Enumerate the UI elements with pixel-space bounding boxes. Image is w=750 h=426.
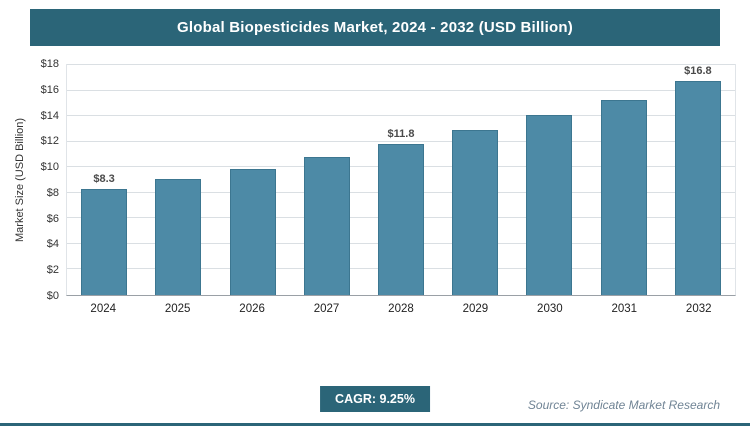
bar-column xyxy=(290,65,364,295)
chart-footer: CAGR: 9.25% Source: Syndicate Market Res… xyxy=(0,386,750,412)
bar-column xyxy=(512,65,586,295)
x-tick-label: 2026 xyxy=(239,303,265,315)
bar-column: $8.3 xyxy=(67,65,141,295)
gridline xyxy=(67,115,735,117)
bar-column xyxy=(438,65,512,295)
bar-column xyxy=(215,65,289,295)
chart-page: Global Biopesticides Market, 2024 - 2032… xyxy=(0,9,750,426)
y-tick-label: $12 xyxy=(40,135,59,148)
bar-column xyxy=(141,65,215,295)
bar-column xyxy=(587,65,661,295)
plot-region: $8.3 $11.8 $16.8 xyxy=(66,64,736,296)
bar-value-label: $16.8 xyxy=(684,65,712,77)
cagr-badge: CAGR: 9.25% xyxy=(320,386,430,412)
bar-column: $16.8 xyxy=(661,65,735,295)
bar-value-label: $11.8 xyxy=(387,128,415,141)
bar-column: $11.8 xyxy=(364,65,438,295)
bar-value-label: $8.3 xyxy=(93,172,115,185)
x-tick-label: 2032 xyxy=(685,303,712,315)
y-tick-label: $10 xyxy=(40,161,59,174)
y-tick-label: $4 xyxy=(46,238,59,251)
bar-2029 xyxy=(452,130,499,295)
x-tick-label: 2028 xyxy=(388,303,414,315)
y-tick-label: $0 xyxy=(46,290,59,302)
x-axis-labels: 2024 2025 2026 2027 2028 2029 2030 2031 2032 xyxy=(66,303,736,315)
x-tick-label: 2029 xyxy=(462,303,489,315)
bar-2030 xyxy=(526,114,573,295)
y-axis-ticks: $0 $2 $4 $6 $8 $10 $12 $14 $16 $18 xyxy=(30,58,66,302)
x-tick-label: 2027 xyxy=(313,303,340,315)
y-tick-label: $2 xyxy=(46,264,59,277)
chart-area: Market Size (USD Billion) $0 $2 $4 $6 $8 $10 $… xyxy=(10,58,736,315)
chart-title: Global Biopesticides Market, 2024 - 2032… xyxy=(177,19,573,36)
y-tick-label: $14 xyxy=(40,109,59,122)
y-tick-label: $16 xyxy=(40,83,59,96)
source-attribution: Source: Syndicate Market Research xyxy=(527,398,720,412)
plot-column: $8.3 $11.8 $16.8 2024 2025 2026 2027 2028 2029 2… xyxy=(66,64,736,315)
x-tick-label: 2025 xyxy=(164,303,191,315)
x-tick-label: 2024 xyxy=(90,303,117,315)
bar-2028 xyxy=(377,144,424,295)
gridline xyxy=(67,140,735,142)
bars-row: $8.3 $11.8 $16.8 xyxy=(67,65,735,295)
y-axis-label: Market Size (USD Billion) xyxy=(14,117,26,243)
y-tick-label: $6 xyxy=(46,212,59,225)
bar-2031 xyxy=(600,99,647,295)
x-tick-label: 2030 xyxy=(537,303,563,315)
gridline xyxy=(67,89,735,91)
chart-title-bar: Global Biopesticides Market, 2024 - 2032… xyxy=(30,9,720,46)
y-tick-label: $18 xyxy=(40,58,59,70)
gridline xyxy=(67,64,735,65)
bar-2025 xyxy=(155,178,202,295)
bar-2026 xyxy=(229,168,276,295)
bar-2024 xyxy=(81,188,128,295)
bar-2027 xyxy=(303,157,350,295)
x-tick-label: 2031 xyxy=(611,303,638,315)
y-tick-label: $8 xyxy=(46,186,59,199)
bar-2032 xyxy=(674,81,721,295)
